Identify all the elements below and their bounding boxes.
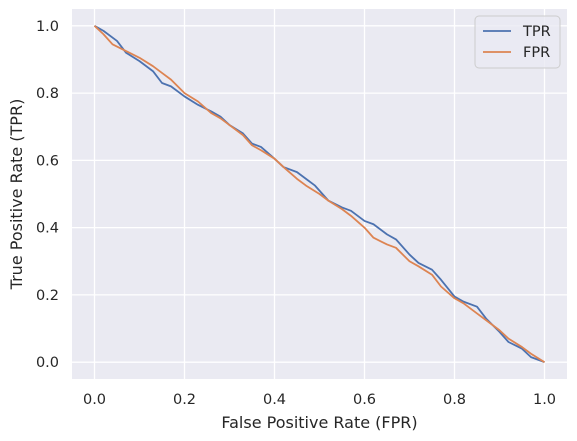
y-tick-label: 0.6 — [36, 153, 59, 169]
x-tick-label: 0.6 — [353, 392, 376, 408]
series-line-fpr — [93, 25, 545, 363]
x-tick-label: 0.8 — [443, 392, 466, 408]
y-axis-ticks: 0.0 0.2 0.4 0.6 0.8 1.0 — [36, 19, 59, 371]
y-tick-label: 0.0 — [36, 355, 59, 371]
y-tick-label: 1.0 — [36, 19, 59, 35]
legend-box — [474, 15, 561, 69]
legend-label-tpr: TPR — [522, 24, 551, 40]
x-tick-label: 0.2 — [173, 392, 196, 408]
x-tick-label: 0.0 — [83, 392, 106, 408]
y-axis-label: True Positive Rate (TPR) — [7, 99, 26, 291]
x-axis-label: False Positive Rate (FPR) — [221, 413, 417, 432]
series-layer — [93, 25, 545, 364]
y-tick-label: 0.8 — [36, 86, 59, 102]
x-tick-label: 1.0 — [533, 392, 556, 408]
y-tick-label: 0.4 — [36, 221, 59, 237]
legend: TPR FPR — [474, 15, 561, 69]
grid — [72, 9, 567, 379]
series-line-tpr — [94, 25, 545, 364]
x-axis-ticks: 0.0 0.2 0.4 0.6 0.8 1.0 — [83, 392, 556, 408]
legend-label-fpr: FPR — [523, 45, 550, 61]
y-tick-label: 0.2 — [36, 288, 59, 304]
x-tick-label: 0.4 — [263, 392, 286, 408]
